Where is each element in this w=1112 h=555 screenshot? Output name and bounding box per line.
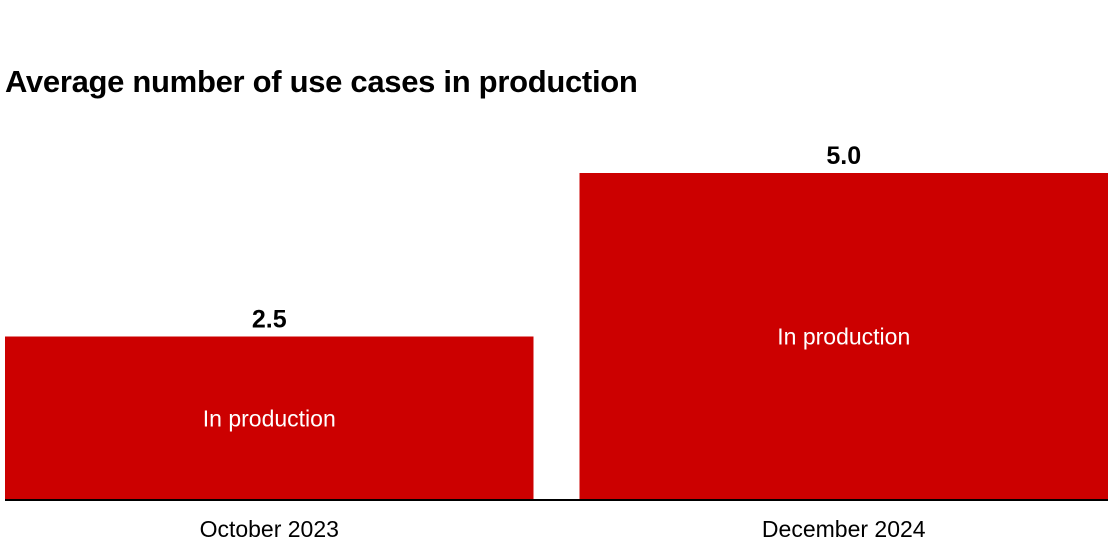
bar bbox=[5, 336, 534, 500]
chart-title: Average number of use cases in productio… bbox=[5, 64, 638, 99]
x-tick-label: December 2024 bbox=[762, 516, 926, 542]
bar bbox=[579, 173, 1108, 500]
bar-value-label: 2.5 bbox=[252, 306, 287, 334]
x-tick-label: October 2023 bbox=[200, 516, 339, 542]
bar-value-label: 5.0 bbox=[826, 142, 861, 170]
bar-series-label: In production bbox=[777, 324, 910, 350]
bar-series-label: In production bbox=[203, 405, 336, 431]
